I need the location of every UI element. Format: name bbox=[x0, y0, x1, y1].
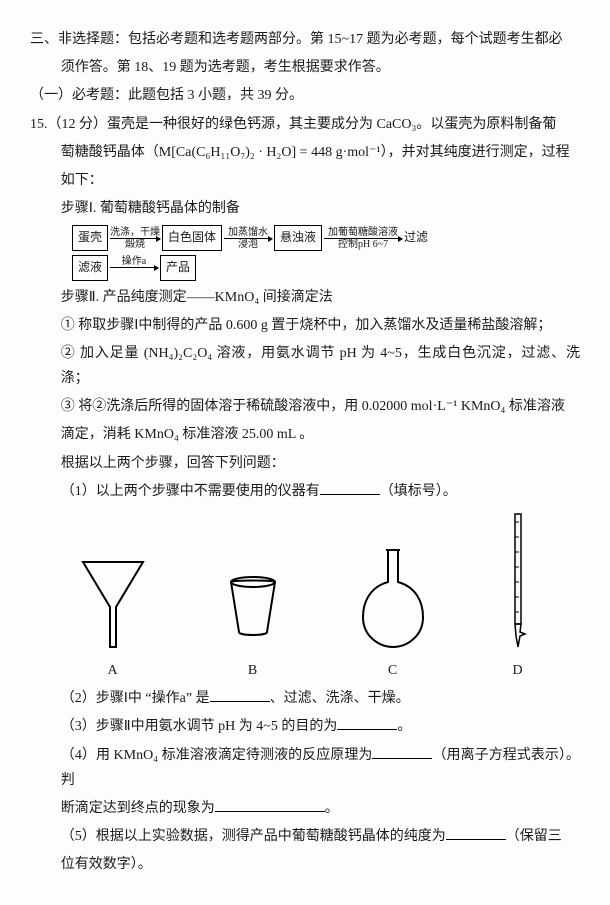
step2-title: 步骤Ⅱ. 产品纯度测定——KMnO₄ 间接滴定法 bbox=[30, 285, 580, 310]
sub5-b: （保留三 bbox=[506, 829, 562, 844]
flow-box-1: 蛋壳 bbox=[72, 225, 108, 251]
sub-q4-l2: 断滴定达到终点的现象为 。 bbox=[30, 796, 580, 821]
sub-q5-l2: 位有效数字）。 bbox=[30, 852, 580, 877]
flow-arrow-2: 加蒸馏水 浸泡 bbox=[224, 227, 272, 250]
sub-q1: （1）以上两个步骤中不需要使用的仪器有 （填标号）。 bbox=[30, 479, 580, 504]
step1-title: 步骤Ⅰ. 葡萄糖酸钙晶体的制备 bbox=[30, 196, 580, 221]
arrow3-bot: 控制pH 6~7 bbox=[338, 239, 388, 250]
apparatus-b: B bbox=[223, 552, 283, 683]
arrow4-top: 操作a bbox=[122, 256, 146, 267]
sub-q2: （2）步骤Ⅰ中 “操作a” 是 、过滤、洗涤、干燥。 bbox=[30, 686, 580, 711]
sub-q5-l1: （5）根据以上实验数据，测得产品中葡萄糖酸钙晶体的纯度为 （保留三 bbox=[30, 824, 580, 849]
blank-2 bbox=[210, 687, 270, 702]
q15-stem-l2: 萄糖酸钙晶体（M[Ca(C₆H₁₁O₇)₂ · H₂O] = 448 g·mol… bbox=[30, 140, 580, 165]
arrow2-top: 加蒸馏水 bbox=[228, 227, 268, 238]
sub-q4-l1: （4）用 KMnO₄ 标准溶液滴定待测液的反应原理为（用离子方程式表示）。判 bbox=[30, 743, 580, 793]
sub4-a: （4）用 KMnO₄ 标准溶液滴定待测液的反应原理为 bbox=[61, 748, 373, 763]
flow-tail: 过滤 bbox=[404, 227, 428, 249]
flow-box-5: 产品 bbox=[160, 255, 196, 281]
blank-3 bbox=[337, 715, 397, 730]
flow-arrow-4: 操作a bbox=[110, 256, 158, 279]
crucible-icon bbox=[223, 552, 283, 652]
flowchart-row1: 蛋壳 洗涤，干燥 煅烧 白色固体 加蒸馏水 浸泡 悬浊液 加葡萄糖酸溶液 控制p… bbox=[72, 225, 580, 251]
q15-stem-l1: 15.（12 分）蛋壳是一种很好的绿色钙源，其主要成分为 CaCO₃。以蛋壳为原… bbox=[30, 112, 580, 137]
blank-1 bbox=[320, 480, 380, 495]
required-header: （一）必考题：此题包括 3 小题，共 39 分。 bbox=[30, 83, 580, 108]
apparatus-a: A bbox=[78, 552, 148, 683]
flow-box-4: 滤液 bbox=[72, 255, 108, 281]
burette-icon bbox=[503, 512, 533, 652]
answer-prompt: 根据以上两个步骤，回答下列问题： bbox=[30, 451, 580, 476]
sub2-b: 、过滤、洗涤、干燥。 bbox=[270, 691, 410, 706]
label-b: B bbox=[248, 658, 257, 683]
sub4-c: 断滴定达到终点的现象为 bbox=[61, 801, 215, 816]
apparatus-d: D bbox=[503, 512, 533, 683]
sub5-a: （5）根据以上实验数据，测得产品中葡萄糖酸钙晶体的纯度为 bbox=[61, 829, 446, 844]
apparatus-c: C bbox=[358, 542, 428, 683]
section-header-line1: 三、非选择题：包括必考题和选考题两部分。第 15~17 题为必考题，每个试题考生… bbox=[30, 27, 580, 52]
label-a: A bbox=[107, 658, 117, 683]
step2-sub3-l2: 滴定，消耗 KMnO₄ 标准溶液 25.00 mL 。 bbox=[30, 422, 580, 447]
arrow1-bot: 煅烧 bbox=[125, 239, 145, 250]
sub3-b: 。 bbox=[397, 719, 411, 734]
step2-sub2: ② 加入足量 (NH₄)₂C₂O₄ 溶液，用氨水调节 pH 为 4~5，生成白色… bbox=[30, 341, 580, 391]
step2-sub1: ① 称取步骤Ⅰ中制得的产品 0.600 g 置于烧杯中，加入蒸馏水及适量稀盐酸溶… bbox=[30, 313, 580, 338]
blank-4a bbox=[372, 744, 432, 759]
sub3-a: （3）步骤Ⅱ中用氨水调节 pH 为 4~5 的目的为 bbox=[61, 719, 338, 734]
flow-box-2: 白色固体 bbox=[162, 225, 222, 251]
flow-box-3: 悬浊液 bbox=[274, 225, 322, 251]
blank-4b bbox=[215, 797, 325, 812]
round-flask-icon bbox=[358, 542, 428, 652]
label-c: C bbox=[388, 658, 397, 683]
arrow1-top: 洗涤，干燥 bbox=[110, 227, 160, 238]
apparatus-row: A B C D bbox=[30, 512, 580, 683]
sub2-a: （2）步骤Ⅰ中 “操作a” 是 bbox=[61, 691, 210, 706]
flow-arrow-3: 加葡萄糖酸溶液 控制pH 6~7 bbox=[324, 227, 402, 250]
sub-q3: （3）步骤Ⅱ中用氨水调节 pH 为 4~5 的目的为 。 bbox=[30, 714, 580, 739]
funnel-icon bbox=[78, 552, 148, 652]
flow-arrow-1: 洗涤，干燥 煅烧 bbox=[110, 227, 160, 250]
sub1-a: （1）以上两个步骤中不需要使用的仪器有 bbox=[61, 484, 320, 499]
arrow2-bot: 浸泡 bbox=[238, 239, 258, 250]
sub1-b: （填标号）。 bbox=[380, 484, 457, 499]
section-header-line2: 须作答。第 18、19 题为选考题，考生根据要求作答。 bbox=[30, 55, 580, 80]
q15-stem-l3: 如下： bbox=[30, 168, 580, 193]
step2-sub3-l1: ③ 将②洗涤后所得的固体溶于稀硫酸溶液中，用 0.02000 mol·L⁻¹ K… bbox=[30, 394, 580, 419]
flowchart-row2: 滤液 操作a 产品 bbox=[72, 255, 580, 281]
blank-5 bbox=[446, 825, 506, 840]
sub4-d: 。 bbox=[325, 801, 339, 816]
arrow3-top: 加葡萄糖酸溶液 bbox=[328, 227, 398, 238]
label-d: D bbox=[512, 658, 522, 683]
